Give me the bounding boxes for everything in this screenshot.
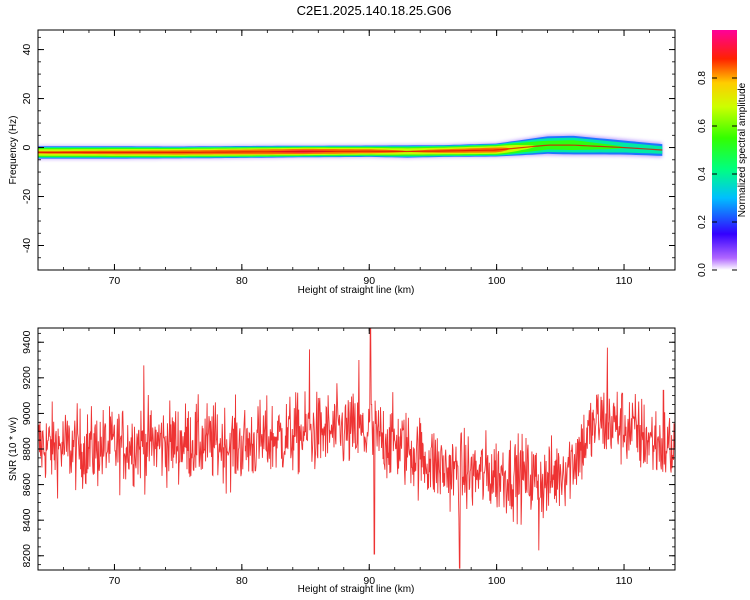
snr-x-tick-labels: 70 80 90 100 110 — [109, 575, 633, 587]
colorbar-ticks: 0.0 0.2 0.4 0.6 0.8 — [697, 71, 737, 277]
spectrogram-ticks — [37, 30, 676, 271]
spectrogram-y-tick-labels: 40 20 0 -20 -40 — [21, 44, 33, 254]
colorbar-tick-label: 0.2 — [697, 215, 708, 229]
snr-x-tick-label: 70 — [109, 575, 121, 587]
snr-y-axis-label: SNR (10 * v/v) — [8, 417, 19, 481]
spectrogram-x-tick-label: 90 — [363, 275, 375, 287]
snr-y-tick-label: 8200 — [21, 544, 33, 568]
spectrogram-x-tick-label: 110 — [616, 275, 633, 287]
colorbar-gradient — [712, 30, 737, 270]
figure-title: C2E1.2025.140.18.25.G06 — [297, 3, 452, 18]
snr-panel: 70 80 90 100 110 8200 8400 8600 8800 9000 9200 940… — [8, 327, 676, 595]
snr-ticks — [37, 328, 676, 570]
snr-y-tick-label: 9400 — [21, 330, 33, 354]
spectrogram-x-tick-labels: 70 80 90 100 110 — [109, 275, 633, 287]
spectrogram-y-tick-label: -40 — [21, 238, 33, 253]
spectrogram-x-tick-label: 70 — [109, 275, 121, 287]
spectrogram-frame — [37, 29, 676, 271]
spectrogram-x-axis-label: Height of straight line (km) — [298, 285, 415, 296]
colorbar-tick-label: 0.4 — [697, 167, 708, 181]
snr-y-tick-label: 8800 — [21, 437, 33, 461]
snr-x-tick-label: 90 — [363, 575, 375, 587]
snr-x-axis-label: Height of straight line (km) — [298, 584, 415, 595]
spectrogram-y-tick-label: -20 — [21, 189, 33, 204]
snr-y-tick-label: 8400 — [21, 508, 33, 532]
spectrogram-x-tick-label: 80 — [236, 275, 248, 287]
snr-y-tick-label: 8600 — [21, 473, 33, 497]
snr-x-tick-label: 100 — [488, 575, 506, 587]
snr-y-tick-labels: 8200 8400 8600 8800 9000 9200 9400 — [21, 330, 33, 567]
snr-series-line — [38, 328, 675, 569]
snr-y-tick-label: 9000 — [21, 402, 33, 426]
colorbar-label: Normalized spectral amplitude — [737, 82, 748, 217]
snr-x-tick-label: 110 — [616, 575, 633, 587]
snr-y-tick-label: 9200 — [21, 366, 33, 390]
spectrogram-x-tick-label: 100 — [488, 275, 506, 287]
colorbar-tick-label: 0.6 — [697, 119, 708, 133]
colorbar-tick-label: 0.8 — [697, 71, 708, 85]
spectrogram-y-tick-label: 20 — [21, 93, 33, 105]
spectrogram-y-tick-label: 0 — [21, 144, 33, 150]
spectrogram-y-axis-label: Frequency (Hz) — [8, 116, 19, 185]
spectral-band — [38, 134, 663, 160]
spectrogram-panel: 70 80 90 100 110 40 20 0 -20 -40 Height of strai… — [8, 29, 676, 296]
spectrogram-y-tick-label: 40 — [21, 44, 33, 56]
colorbar: 0.0 0.2 0.4 0.6 0.8 Normalized spectral ampl… — [697, 30, 748, 277]
snr-x-tick-label: 80 — [236, 575, 248, 587]
colorbar-tick-label: 0.0 — [697, 263, 708, 277]
spectral-band-ridge — [38, 144, 663, 153]
